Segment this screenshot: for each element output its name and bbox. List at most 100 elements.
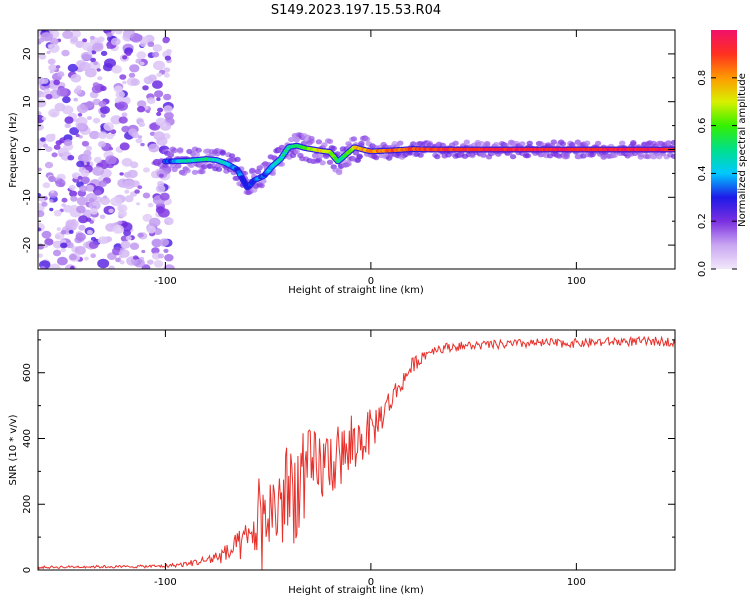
noise-blob	[49, 263, 61, 269]
noise-blob	[93, 156, 102, 164]
noise-blob	[76, 160, 85, 168]
noise-blob	[57, 71, 65, 78]
noise-blob	[151, 247, 160, 255]
ridge-halo	[356, 154, 363, 160]
colorbar-tick-label: 0.8	[697, 70, 708, 86]
noise-blob	[119, 74, 127, 80]
y-tick-label: 20	[22, 48, 33, 61]
noise-blob	[40, 137, 46, 142]
ridge-halo	[308, 135, 315, 142]
spectrogram-x-label: Height of straight line (km)	[288, 285, 424, 296]
x-tick-label: 0	[368, 577, 374, 588]
noise-blob	[38, 193, 42, 197]
noise-blob	[152, 44, 163, 52]
noise-blob	[98, 180, 107, 187]
noise-blob	[60, 242, 68, 249]
noise-blob	[41, 230, 52, 239]
noise-blob	[97, 258, 110, 269]
noise-blob	[118, 249, 130, 258]
ridge-halo	[583, 140, 591, 146]
ridge-halo	[493, 141, 500, 148]
noise-blob	[58, 153, 63, 157]
noise-blob	[105, 155, 117, 165]
noise-blob	[50, 133, 56, 138]
ridge-halo	[644, 154, 652, 160]
noise-blob	[119, 142, 130, 151]
noise-blob	[63, 139, 73, 147]
noise-blob	[129, 64, 140, 73]
noise-blob	[141, 249, 146, 254]
noise-blob	[82, 42, 93, 51]
noise-blob	[70, 73, 82, 83]
noise-blob	[38, 53, 47, 60]
spectrogram-y-label: Frequency (Hz)	[8, 112, 19, 188]
noise-blob	[122, 80, 127, 85]
chart-title: S149.2023.197.15.53.R04	[271, 3, 441, 18]
noise-blob	[119, 172, 124, 176]
ridge-halo	[594, 140, 602, 146]
noise-blob	[156, 137, 168, 146]
snr-y-ticks: 0 200 400 600	[22, 339, 675, 573]
ridge-halo	[484, 140, 491, 147]
noise-blob	[78, 224, 86, 231]
noise-blob	[67, 155, 75, 161]
colorbar-ticks: 0.0 0.2 0.4 0.6 0.8	[697, 70, 737, 277]
noise-blob	[98, 167, 103, 172]
ridge-halo	[630, 141, 637, 147]
ridge-halo	[670, 139, 675, 146]
noise-blob	[89, 197, 95, 203]
y-tick-label: 600	[22, 363, 33, 382]
noise-blob	[68, 184, 76, 191]
noise-blob	[149, 217, 161, 227]
noise-blob	[61, 49, 70, 57]
ridge-halo	[526, 140, 533, 146]
noise-blob	[70, 195, 78, 202]
noise-blob	[73, 97, 78, 102]
ridge-halo	[670, 153, 675, 159]
ridge-halo	[228, 153, 236, 159]
noise-blob	[56, 227, 61, 231]
noise-blob	[130, 78, 140, 86]
noise-blob	[82, 38, 88, 43]
noise-blob	[159, 192, 170, 201]
spectrogram-y-ticks: -20 -10 0 10 20	[22, 29, 675, 270]
ridge-halo	[509, 154, 517, 160]
noise-blob	[142, 192, 151, 199]
noise-blob	[71, 30, 81, 38]
noise-blob	[121, 112, 128, 118]
ridge-halo	[321, 142, 328, 148]
noise-blob	[154, 90, 164, 98]
noise-blob	[96, 68, 101, 72]
noise-blob	[151, 238, 163, 248]
ridge-halo	[650, 154, 657, 160]
ridge-halo	[373, 155, 380, 161]
noise-blob	[61, 203, 66, 207]
noise-blob	[64, 116, 74, 124]
noise-blob	[60, 247, 67, 253]
x-tick-label: -100	[154, 577, 177, 588]
ridge-halo	[550, 139, 557, 145]
ridge-halo	[201, 164, 208, 170]
noise-blob	[98, 141, 106, 148]
noise-blob	[124, 189, 130, 194]
noise-blob	[69, 127, 79, 136]
noise-blob	[92, 42, 104, 52]
noise-blob	[76, 205, 86, 214]
ridge-halo	[463, 139, 470, 145]
noise-blob	[120, 240, 131, 249]
noise-blob	[99, 196, 111, 206]
noise-blob	[38, 210, 45, 218]
noise-blob	[153, 260, 164, 268]
noise-blob	[163, 248, 169, 253]
noise-blob	[69, 190, 78, 197]
noise-blob	[80, 176, 90, 185]
noise-blob	[50, 190, 55, 194]
noise-blob	[121, 125, 130, 133]
noise-blob	[38, 253, 43, 258]
ridge-halo	[417, 152, 424, 158]
noise-blob	[70, 36, 79, 43]
noise-blob	[85, 101, 95, 109]
noise-blob	[88, 241, 99, 249]
noise-blob	[38, 37, 45, 43]
